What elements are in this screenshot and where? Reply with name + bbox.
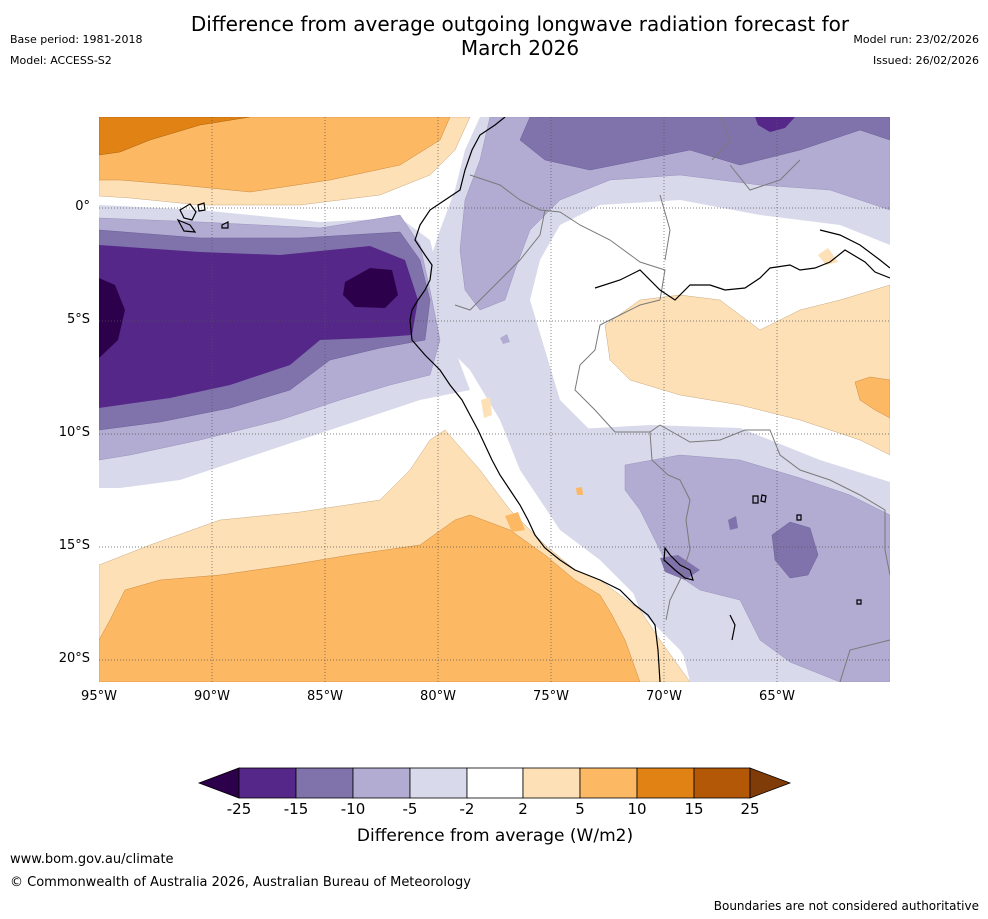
colorbar-title: Difference from average (W/m2) <box>356 826 634 846</box>
contour-below-neg25-west-b <box>343 268 398 308</box>
colorbar-tick: -15 <box>283 800 309 818</box>
colorbar-bin-5-10 <box>579 767 638 799</box>
contour-below-neg25-west-a <box>99 278 125 358</box>
colorbar-bin-15-25 <box>693 767 751 799</box>
lat-label-15s: 15°S <box>58 538 90 553</box>
colorbar-tick: 5 <box>575 800 585 818</box>
contour-neg10-neg15-small <box>728 516 738 530</box>
contour-neg15-neg25-east <box>755 117 795 132</box>
coastlines <box>176 117 890 682</box>
lon-label-95w: 95°W <box>81 689 117 704</box>
contour-2-to-5-east-small <box>818 248 838 265</box>
colorbar-bin-neg25-neg15 <box>238 767 297 799</box>
lon-label-75w: 75°W <box>533 689 569 704</box>
colorbar-tick: 10 <box>627 800 647 818</box>
country-borders <box>454 117 890 682</box>
title-line-2: March 2026 <box>460 36 580 60</box>
colorbar-extend-low <box>197 767 240 799</box>
colorbar-bin-neg15-neg10 <box>295 767 354 799</box>
colorbar-tick: -5 <box>402 800 418 818</box>
contour-neg10-neg15-titicaca <box>660 555 700 580</box>
boundaries-note: Boundaries are not considered authoritat… <box>713 899 979 913</box>
colorbar-tick: 2 <box>518 800 528 818</box>
lon-label-85w: 85°W <box>307 689 343 704</box>
contour-neg5-neg10-southeast <box>624 454 890 682</box>
contour-2-to-5-east <box>604 284 890 456</box>
colorbar-tick: -10 <box>340 800 366 818</box>
contour-5-to-10-small-a <box>505 512 525 532</box>
issued-date: Issued: 26/02/2026 <box>872 54 979 67</box>
contour-neg15-neg25-west <box>99 245 418 408</box>
contour-neg10-neg15-southeast <box>771 521 819 579</box>
lon-label-80w: 80°W <box>420 689 456 704</box>
colorbar-bin-2-5 <box>522 767 581 799</box>
colorbar-bin-neg10-neg5 <box>352 767 411 799</box>
contour-neg10-neg15-east <box>519 117 890 171</box>
contour-5-to-10-small-b <box>576 487 583 495</box>
contour-5-to-10-south <box>99 514 641 682</box>
lat-label-5s: 5°S <box>66 312 90 327</box>
copyright-notice: © Commonwealth of Australia 2026, Austra… <box>10 875 471 890</box>
lon-label-65w: 65°W <box>759 689 795 704</box>
colorbar-bin-10-15 <box>636 767 695 799</box>
model-name: Model: ACCESS-S2 <box>10 54 112 67</box>
colorbar-tick: 25 <box>740 800 760 818</box>
colorbar-extend-high <box>749 767 792 799</box>
lat-label-10s: 10°S <box>58 425 90 440</box>
contour-10-to-15-north <box>99 117 251 156</box>
model-run: Model run: 23/02/2026 <box>853 33 979 46</box>
lon-label-70w: 70°W <box>646 689 682 704</box>
meta-left: Base period: 1981-2018 Model: ACCESS-S2 <box>10 29 142 71</box>
colorbar-bin-neg2-2 <box>466 767 524 799</box>
lon-label-90w: 90°W <box>194 689 230 704</box>
lat-label-0: 0° <box>75 199 90 214</box>
contour-neg5-neg10-small <box>500 334 510 344</box>
contour-5-to-10-east <box>854 376 890 419</box>
contour-2-to-5-small-a <box>481 397 492 418</box>
colorbar-tick: 15 <box>684 800 704 818</box>
colorbar-bin-neg5-neg2 <box>409 767 468 799</box>
meta-right: Model run: 23/02/2026 Issued: 26/02/2026 <box>853 29 979 71</box>
title-line-1: Difference from average outgoing longwav… <box>190 12 850 36</box>
map-title: Difference from average outgoing longwav… <box>140 12 900 60</box>
colorbar-tick: -2 <box>459 800 475 818</box>
lat-label-20s: 20°S <box>58 651 90 666</box>
website-link[interactable]: www.bom.gov.au/climate <box>10 852 174 867</box>
colorbar <box>197 767 792 799</box>
colorbar-tick: -25 <box>226 800 252 818</box>
map-field <box>99 117 890 682</box>
contour-5-to-10-north <box>99 117 451 193</box>
base-period: Base period: 1981-2018 <box>10 33 143 46</box>
graticule <box>99 117 890 682</box>
